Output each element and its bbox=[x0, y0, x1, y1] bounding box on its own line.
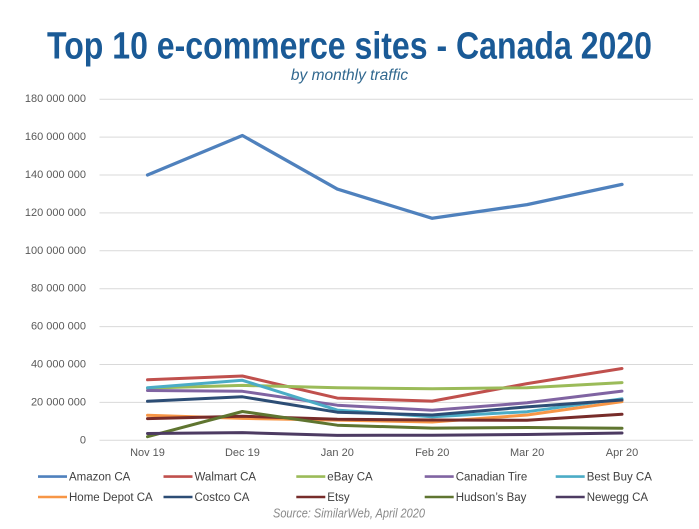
svg-text:20 000 000: 20 000 000 bbox=[31, 396, 86, 408]
svg-text:Costco CA: Costco CA bbox=[195, 492, 250, 504]
svg-text:80 000 000: 80 000 000 bbox=[31, 283, 86, 295]
svg-text:Jan 20: Jan 20 bbox=[321, 447, 354, 459]
svg-text:100 000 000: 100 000 000 bbox=[25, 245, 86, 257]
svg-text:140 000 000: 140 000 000 bbox=[25, 169, 86, 181]
svg-text:180 000 000: 180 000 000 bbox=[25, 93, 86, 105]
svg-text:Home Depot CA: Home Depot CA bbox=[69, 492, 153, 504]
svg-text:Canadian Tire: Canadian Tire bbox=[456, 472, 528, 484]
svg-text:Etsy: Etsy bbox=[327, 492, 350, 504]
svg-text:eBay CA: eBay CA bbox=[327, 472, 373, 484]
svg-text:Top 10 e-commerce sites - Cana: Top 10 e-commerce sites - Canada 2020 bbox=[47, 26, 652, 68]
svg-text:120 000 000: 120 000 000 bbox=[25, 207, 86, 219]
svg-text:Walmart CA: Walmart CA bbox=[195, 472, 257, 484]
svg-text:Source: SimilarWeb, April 2020: Source: SimilarWeb, April 2020 bbox=[273, 507, 425, 521]
svg-text:0: 0 bbox=[80, 434, 86, 446]
svg-text:160 000 000: 160 000 000 bbox=[25, 131, 86, 143]
svg-text:Hudson’s Bay: Hudson’s Bay bbox=[456, 492, 527, 504]
svg-text:Nov 19: Nov 19 bbox=[130, 447, 165, 459]
svg-text:by monthly traffic: by monthly traffic bbox=[291, 67, 408, 84]
svg-text:Dec 19: Dec 19 bbox=[225, 447, 260, 459]
svg-text:Apr 20: Apr 20 bbox=[606, 447, 638, 459]
svg-text:60 000 000: 60 000 000 bbox=[31, 321, 86, 333]
svg-text:Newegg CA: Newegg CA bbox=[587, 492, 649, 504]
svg-text:40 000 000: 40 000 000 bbox=[31, 359, 86, 371]
svg-text:Amazon CA: Amazon CA bbox=[69, 472, 131, 484]
svg-text:Best Buy CA: Best Buy CA bbox=[587, 472, 653, 484]
svg-text:Feb 20: Feb 20 bbox=[415, 447, 449, 459]
svg-text:Mar 20: Mar 20 bbox=[510, 447, 544, 459]
